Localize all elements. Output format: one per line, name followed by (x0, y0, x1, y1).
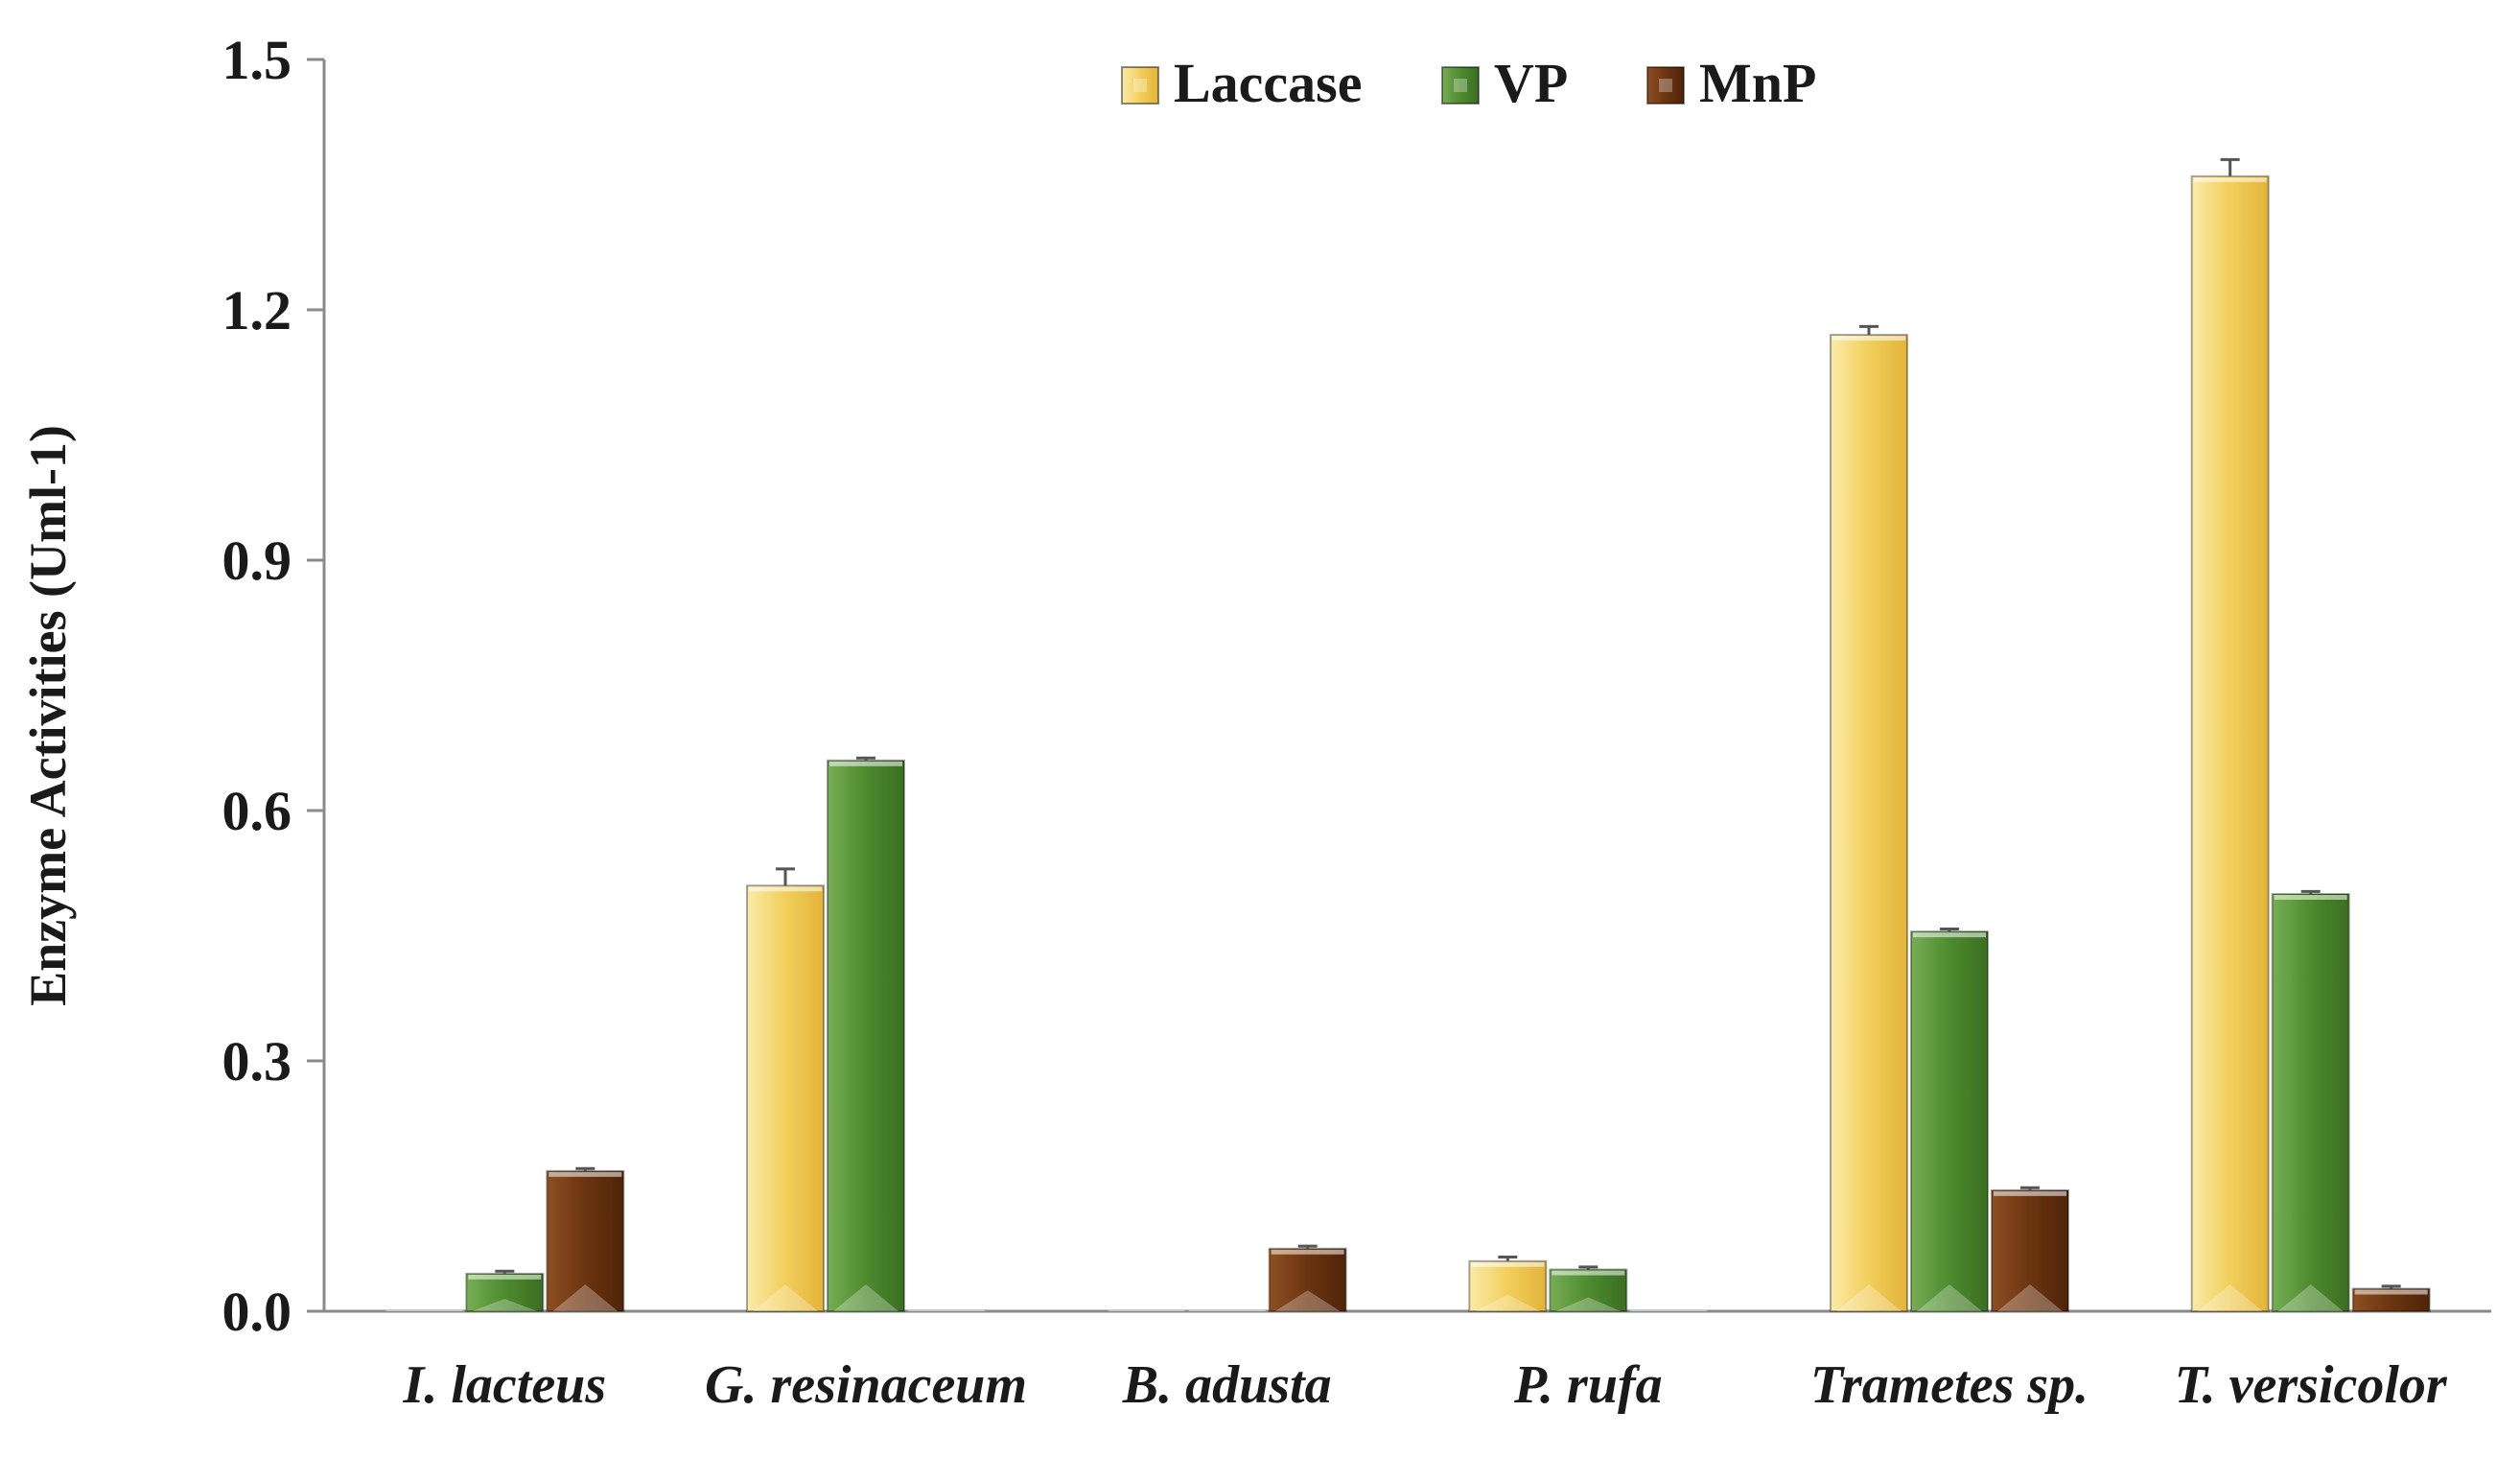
bar-vp-t-versicolor (2271, 893, 2350, 1312)
legend-swatch-inner (1454, 79, 1467, 92)
bar-bevel (1274, 1290, 1341, 1311)
bar-bevel (1555, 1297, 1622, 1311)
bar-bevel (1997, 1284, 2063, 1311)
bar-bevel (472, 1298, 538, 1311)
bar-highlight (1913, 932, 1986, 938)
bar-highlight (548, 1171, 622, 1177)
legend-label-laccase: Laccase (1174, 52, 1363, 114)
bar-bevel (1917, 1284, 1982, 1311)
bar-bevel (1836, 1284, 1902, 1311)
bar-highlight (749, 886, 822, 892)
bar-highlight (2274, 895, 2347, 900)
category-labels: I. lacteus G. resinaceum B. adusta P. rufa T… (403, 1355, 2448, 1415)
category-label-b-adusta: B. adusta (1122, 1355, 1332, 1415)
bar-highlight (1271, 1249, 1344, 1255)
y-tick-label: 0.0 (222, 1281, 292, 1343)
category-label-trametes-sp: Trametes sp. (1810, 1355, 2088, 1415)
bar-highlight (468, 1274, 542, 1280)
y-axis-title: Enzyme Activities (Uml-1) (19, 425, 77, 1006)
category-label-g-resinaceum: G. resinaceum (705, 1355, 1027, 1415)
bar-laccase-p-rufa (1468, 1259, 1548, 1313)
legend-label-mnp: MnP (1699, 52, 1816, 114)
axes (322, 59, 2491, 1313)
y-ticks: 0.0 0.3 0.6 0.9 1.2 1.5 (222, 29, 324, 1343)
legend-swatch-vp (1441, 66, 1480, 105)
bar-highlight (1471, 1261, 1545, 1267)
y-tick-label: 0.6 (222, 780, 292, 842)
legend-swatch-mnp (1646, 66, 1685, 105)
bar-bevel (2197, 1284, 2263, 1311)
legend: Laccase VP MnP (1121, 52, 1816, 114)
bar-vp-g-resinaceum (827, 759, 905, 1312)
bar-laccase-g-resinaceum (746, 884, 825, 1312)
bar-bevel (2277, 1284, 2344, 1311)
y-tick-label: 0.9 (222, 529, 292, 592)
y-tick-label: 1.5 (222, 29, 292, 91)
bar-laccase-trametes-sp (1830, 334, 1908, 1313)
category-label-i-lacteus: I. lacteus (403, 1355, 607, 1415)
legend-label-vp: VP (1494, 52, 1568, 114)
legend-swatch-inner (1659, 79, 1672, 92)
bar-bevel (1475, 1294, 1541, 1311)
bar-bevel (753, 1284, 818, 1311)
bar-highlight (829, 761, 902, 766)
bar-highlight (1994, 1190, 2066, 1196)
bar-highlight (2354, 1289, 2428, 1295)
bar-highlight (1832, 336, 1905, 341)
bars (385, 157, 2431, 1313)
category-label-t-versicolor: T. versicolor (2175, 1355, 2448, 1415)
bar-laccase-t-versicolor (2190, 175, 2270, 1312)
bar-mnp-trametes-sp (1991, 1188, 2069, 1312)
category-label-p-rufa: P. rufa (1513, 1355, 1663, 1415)
legend-swatch-laccase (1121, 66, 1159, 105)
bar-bevel (833, 1284, 898, 1311)
y-tick-label: 0.3 (222, 1030, 292, 1093)
bar-highlight (1552, 1270, 1625, 1276)
bar-bevel (552, 1284, 618, 1311)
bar-vp-p-rufa (1549, 1268, 1628, 1312)
y-tick-label: 1.2 (222, 279, 292, 341)
legend-swatch-inner (1133, 79, 1147, 92)
bar-vp-trametes-sp (1910, 930, 1989, 1313)
bar-highlight (2193, 176, 2267, 182)
